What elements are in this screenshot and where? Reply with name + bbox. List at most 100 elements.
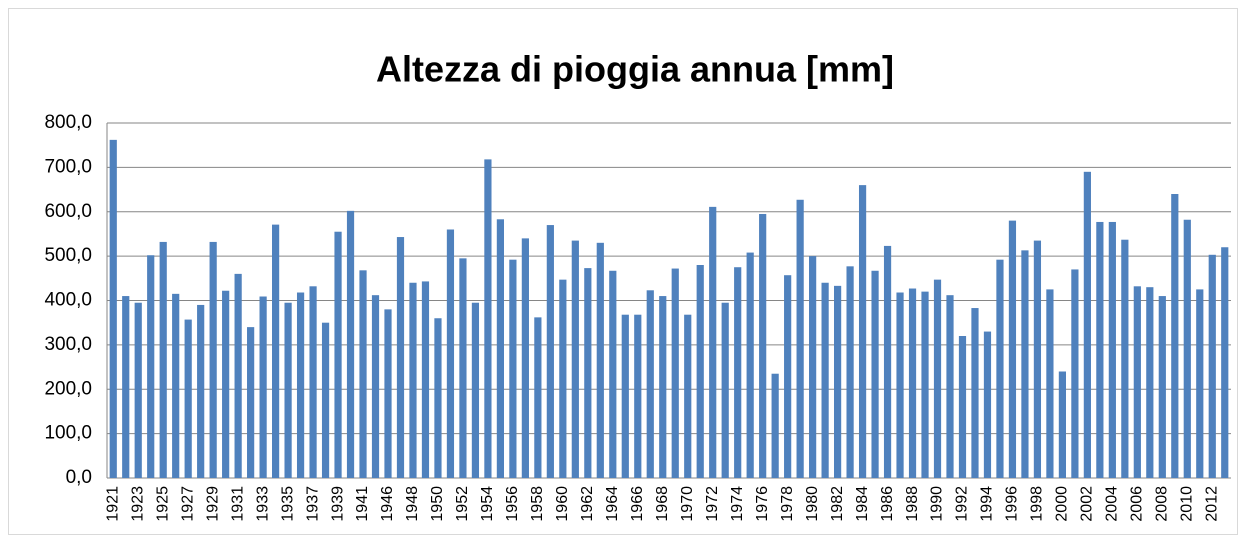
x-tick-label: 2006 (1129, 486, 1146, 522)
x-tick-label: 1952 (454, 486, 471, 522)
bar (1196, 289, 1204, 478)
y-tick-label: 500,0 (44, 245, 92, 266)
bar (746, 252, 754, 478)
x-tick-label: 1966 (629, 486, 646, 522)
x-tick-label: 1994 (979, 486, 996, 522)
bar (272, 224, 280, 478)
x-tick-label: 1933 (254, 486, 271, 522)
bar (134, 302, 142, 478)
bar (634, 314, 642, 478)
bar (247, 327, 255, 478)
bar (1021, 250, 1029, 478)
bar (958, 336, 967, 478)
bar (1008, 220, 1017, 478)
bar (109, 139, 117, 479)
bar (321, 322, 330, 478)
bar (759, 213, 767, 478)
bar (846, 266, 854, 478)
bar (896, 292, 904, 478)
x-tick-label: 1958 (529, 486, 546, 522)
bar (234, 273, 242, 478)
bar (1221, 247, 1229, 478)
bar (946, 295, 954, 478)
bar (259, 296, 267, 478)
bar (696, 265, 704, 478)
bar (159, 241, 167, 478)
x-tick-label: 1988 (904, 486, 921, 522)
x-tick-label: 1937 (304, 486, 321, 522)
chart-title: Altezza di pioggia annua [mm] (376, 49, 894, 90)
bar (534, 317, 542, 478)
x-tick-label: 1960 (554, 486, 571, 522)
bar (197, 304, 205, 478)
x-tick-label: 2002 (1079, 486, 1096, 522)
x-tick-label: 1929 (204, 486, 221, 522)
x-tick-label: 2008 (1154, 486, 1171, 522)
bar (883, 245, 892, 478)
x-tick-label: 1956 (504, 486, 521, 522)
bar (834, 285, 842, 478)
bar (184, 319, 192, 478)
bar (1146, 287, 1154, 478)
x-tick-label: 1923 (129, 486, 146, 522)
x-tick-label: 1964 (604, 486, 621, 522)
bar (471, 302, 480, 478)
bar (396, 237, 405, 478)
x-tick-label: 2000 (1054, 486, 1071, 522)
bar (1058, 371, 1066, 478)
bar (734, 267, 742, 478)
bar (546, 225, 554, 478)
bar (1183, 219, 1191, 479)
bar (309, 286, 317, 478)
x-tick-label: 1992 (954, 486, 971, 522)
bar (921, 291, 929, 478)
bar (446, 229, 455, 478)
x-tick-label: 1974 (729, 486, 746, 522)
bar (596, 242, 604, 478)
bar (496, 219, 504, 478)
x-tick-label: 1980 (804, 486, 821, 522)
y-tick-label: 0,0 (66, 467, 92, 488)
x-tick-label: 1986 (879, 486, 896, 522)
bar (1208, 254, 1216, 478)
x-tick-label: 1941 (354, 486, 371, 522)
y-tick-label: 800,0 (44, 112, 92, 133)
bar (421, 281, 430, 478)
x-tick-label: 2004 (1104, 486, 1121, 522)
bar (1158, 296, 1166, 478)
x-tick-label: 1998 (1029, 486, 1046, 522)
x-tick-label: 1962 (579, 486, 596, 522)
y-tick-label: 100,0 (44, 423, 92, 444)
x-tick-label: 1976 (754, 486, 771, 522)
bar (933, 279, 942, 478)
x-tick-label: 1946 (379, 486, 396, 522)
bar (147, 255, 155, 478)
x-tick-label: 1948 (404, 486, 421, 522)
x-tick-label: 1931 (229, 486, 246, 522)
bar (671, 268, 679, 478)
bar (559, 279, 567, 478)
bar (384, 309, 392, 478)
bar (1033, 240, 1042, 478)
bar (908, 288, 917, 478)
x-tick-label: 1950 (429, 486, 446, 522)
bar (1171, 194, 1179, 478)
bar (484, 159, 492, 478)
bar (284, 302, 292, 478)
bar (646, 290, 654, 478)
bar (996, 259, 1004, 478)
bar (858, 185, 867, 478)
x-tick-label: 1935 (279, 486, 296, 522)
bar (334, 231, 342, 478)
bar (771, 373, 779, 478)
bar (172, 293, 180, 478)
x-tick-label: 1921 (104, 486, 121, 522)
bar (571, 240, 579, 478)
x-tick-label: 1978 (779, 486, 796, 522)
bar (346, 210, 355, 479)
bar (521, 238, 529, 478)
bar (721, 302, 729, 478)
x-tick-label: 1972 (704, 486, 721, 522)
y-tick-label: 300,0 (44, 334, 92, 355)
y-tick-label: 400,0 (44, 290, 92, 311)
